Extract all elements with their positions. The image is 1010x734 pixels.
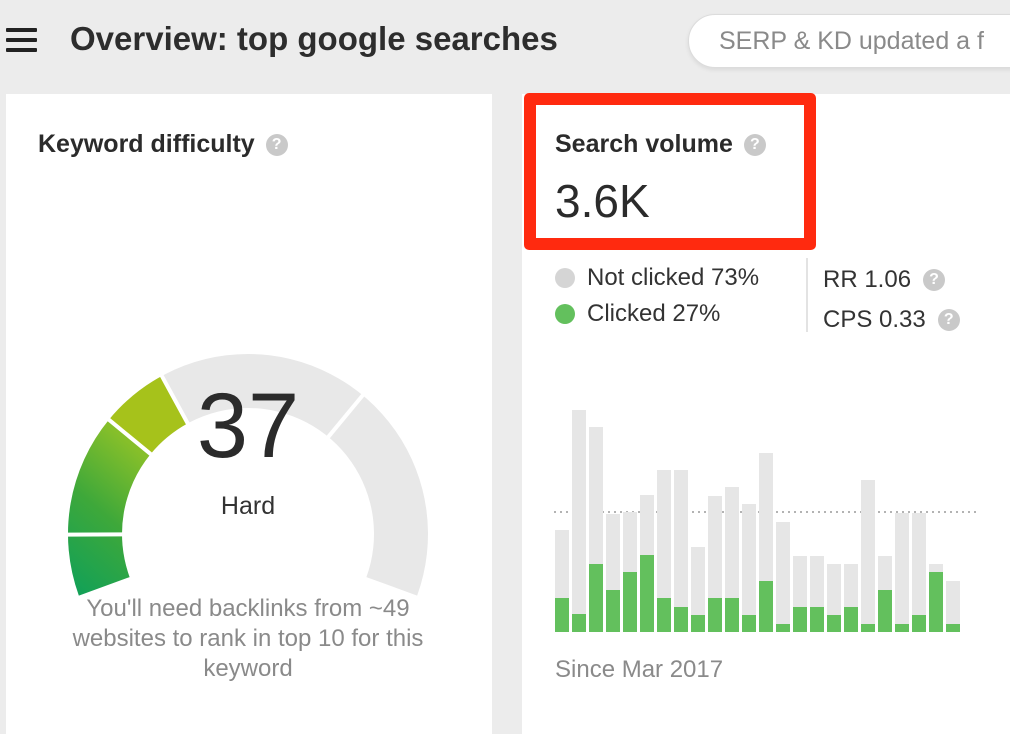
return-rate-value: RR 1.06 bbox=[823, 266, 911, 294]
clicks-per-search-metric: CPS 0.33 ? bbox=[823, 300, 960, 340]
bar-not-clicked-22[interactable] bbox=[912, 513, 926, 615]
bar-not-clicked-5[interactable] bbox=[623, 512, 637, 572]
bar-not-clicked-23[interactable] bbox=[929, 564, 943, 572]
bar-clicked-4[interactable] bbox=[606, 590, 620, 632]
bar-clicked-8[interactable] bbox=[674, 607, 688, 632]
bar-clicked-11[interactable] bbox=[725, 598, 739, 632]
return-rate-metric: RR 1.06 ? bbox=[823, 260, 960, 300]
bar-clicked-24[interactable] bbox=[946, 624, 960, 632]
bar-clicked-20[interactable] bbox=[878, 590, 892, 632]
clicks-per-search-value: CPS 0.33 bbox=[823, 306, 926, 334]
bar-clicked-22[interactable] bbox=[912, 615, 926, 632]
bar-not-clicked-24[interactable] bbox=[946, 581, 960, 624]
keyword-difficulty-card: Keyword difficulty ? 37 Hard You'll need… bbox=[6, 94, 492, 734]
bar-clicked-17[interactable] bbox=[827, 615, 841, 632]
bar-clicked-14[interactable] bbox=[776, 624, 790, 632]
legend-clicked-label: Clicked 27% bbox=[587, 300, 720, 328]
metrics-divider bbox=[806, 258, 808, 332]
bar-not-clicked-17[interactable] bbox=[827, 564, 841, 615]
clicked-dot-icon bbox=[555, 304, 575, 324]
bar-not-clicked-6[interactable] bbox=[640, 495, 654, 555]
bar-not-clicked-7[interactable] bbox=[657, 470, 671, 598]
bar-clicked-3[interactable] bbox=[589, 564, 603, 632]
bar-clicked-16[interactable] bbox=[810, 607, 824, 632]
bar-clicked-23[interactable] bbox=[929, 572, 943, 632]
search-volume-highlight-box bbox=[524, 93, 816, 250]
legend-clicked: Clicked 27% bbox=[555, 296, 759, 332]
bar-clicked-15[interactable] bbox=[793, 607, 807, 632]
legend-not-clicked: Not clicked 73% bbox=[555, 260, 759, 296]
bar-clicked-9[interactable] bbox=[691, 615, 705, 632]
bar-not-clicked-16[interactable] bbox=[810, 556, 824, 607]
bar-clicked-10[interactable] bbox=[708, 598, 722, 632]
hamburger-menu-icon[interactable] bbox=[6, 27, 38, 53]
bar-not-clicked-18[interactable] bbox=[844, 564, 858, 607]
not-clicked-dot-icon bbox=[555, 268, 575, 288]
legend-not-clicked-label: Not clicked 73% bbox=[587, 264, 759, 292]
bar-not-clicked-19[interactable] bbox=[861, 480, 875, 624]
bar-not-clicked-21[interactable] bbox=[895, 513, 909, 624]
bar-not-clicked-8[interactable] bbox=[674, 470, 688, 607]
keyword-difficulty-title: Keyword difficulty bbox=[38, 130, 255, 159]
bar-clicked-2[interactable] bbox=[572, 614, 586, 632]
bar-not-clicked-1[interactable] bbox=[555, 530, 569, 598]
keyword-difficulty-level: Hard bbox=[156, 492, 340, 521]
bar-clicked-21[interactable] bbox=[895, 624, 909, 632]
top-bar: Overview: top google searches SERP & KD … bbox=[0, 0, 1010, 88]
bar-not-clicked-9[interactable] bbox=[691, 547, 705, 615]
return-rate-help-icon[interactable]: ? bbox=[923, 269, 945, 291]
bar-not-clicked-11[interactable] bbox=[725, 487, 739, 598]
metrics-group: RR 1.06 ? CPS 0.33 ? bbox=[823, 260, 960, 340]
page-title: Overview: top google searches bbox=[70, 20, 558, 58]
bar-clicked-13[interactable] bbox=[759, 581, 773, 632]
bar-clicked-1[interactable] bbox=[555, 598, 569, 632]
bar-clicked-12[interactable] bbox=[742, 615, 756, 632]
keyword-difficulty-help-icon[interactable]: ? bbox=[266, 134, 288, 156]
bar-not-clicked-2[interactable] bbox=[572, 410, 586, 614]
history-since-label: Since Mar 2017 bbox=[555, 656, 723, 684]
bar-not-clicked-20[interactable] bbox=[878, 556, 892, 590]
bar-clicked-5[interactable] bbox=[623, 572, 637, 632]
bar-clicked-7[interactable] bbox=[657, 598, 671, 632]
bar-not-clicked-12[interactable] bbox=[742, 504, 756, 615]
bar-not-clicked-13[interactable] bbox=[759, 453, 773, 581]
search-volume-history-chart bbox=[552, 394, 982, 634]
bar-not-clicked-3[interactable] bbox=[589, 427, 603, 564]
bar-not-clicked-4[interactable] bbox=[606, 514, 620, 590]
bar-clicked-18[interactable] bbox=[844, 607, 858, 632]
keyword-difficulty-score: 37 bbox=[156, 374, 340, 479]
bar-clicked-19[interactable] bbox=[861, 624, 875, 632]
bar-clicked-6[interactable] bbox=[640, 555, 654, 632]
keyword-difficulty-description: You'll need backlinks from ~49 websites … bbox=[42, 594, 454, 684]
keyword-difficulty-heading: Keyword difficulty ? bbox=[38, 130, 288, 159]
serp-kd-updated-notice[interactable]: SERP & KD updated a f bbox=[688, 14, 1010, 68]
bar-not-clicked-10[interactable] bbox=[708, 496, 722, 598]
bar-not-clicked-15[interactable] bbox=[793, 556, 807, 607]
clicks-legend: Not clicked 73% Clicked 27% bbox=[555, 260, 759, 332]
clicks-per-search-help-icon[interactable]: ? bbox=[938, 309, 960, 331]
bar-not-clicked-14[interactable] bbox=[776, 522, 790, 624]
